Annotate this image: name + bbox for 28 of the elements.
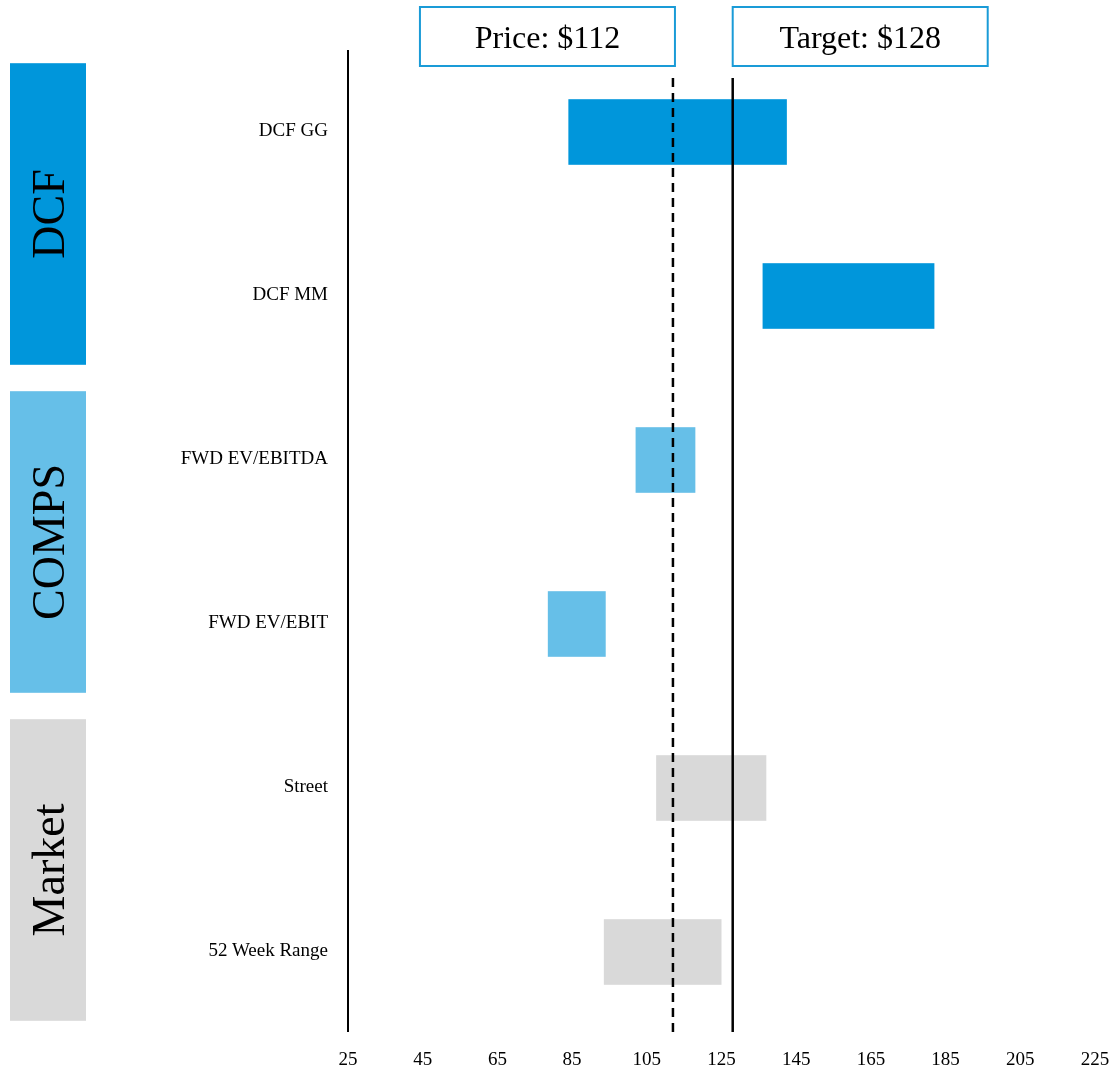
bar [635, 427, 696, 493]
x-tick-label: 205 [1006, 1048, 1035, 1069]
x-tick-label: 45 [413, 1048, 433, 1069]
ref-line-label: Price: $112 [474, 18, 621, 55]
x-tick-label: 25 [338, 1048, 358, 1069]
x-tick-label: 65 [487, 1048, 507, 1069]
x-tick-label: 105 [632, 1048, 662, 1069]
x-tick-label: 125 [707, 1048, 736, 1069]
y-tick-label: DCF GG [258, 119, 329, 141]
bar [603, 919, 722, 985]
bar [568, 99, 787, 165]
text: Market [22, 803, 74, 937]
y-tick-label: FWD EV/EBITDA [180, 447, 329, 469]
text: DCF [22, 169, 74, 259]
x-tick-label: 225 [1080, 1048, 1110, 1069]
y-tick-label: Street [283, 775, 329, 797]
y-tick-label: 52 Week Range [208, 939, 328, 961]
x-tick-label: 165 [856, 1048, 886, 1069]
bar [656, 755, 767, 821]
y-tick-label: DCF MM [252, 283, 329, 305]
y-tick-label: FWD EV/EBIT [208, 611, 329, 633]
bar [762, 263, 935, 329]
x-tick-label: 145 [781, 1048, 811, 1069]
text: COMPS [22, 464, 74, 620]
x-tick-label: 85 [562, 1048, 582, 1069]
bar [547, 591, 606, 657]
ref-line-label: Target: $128 [779, 18, 941, 55]
x-tick-label: 185 [931, 1048, 960, 1069]
